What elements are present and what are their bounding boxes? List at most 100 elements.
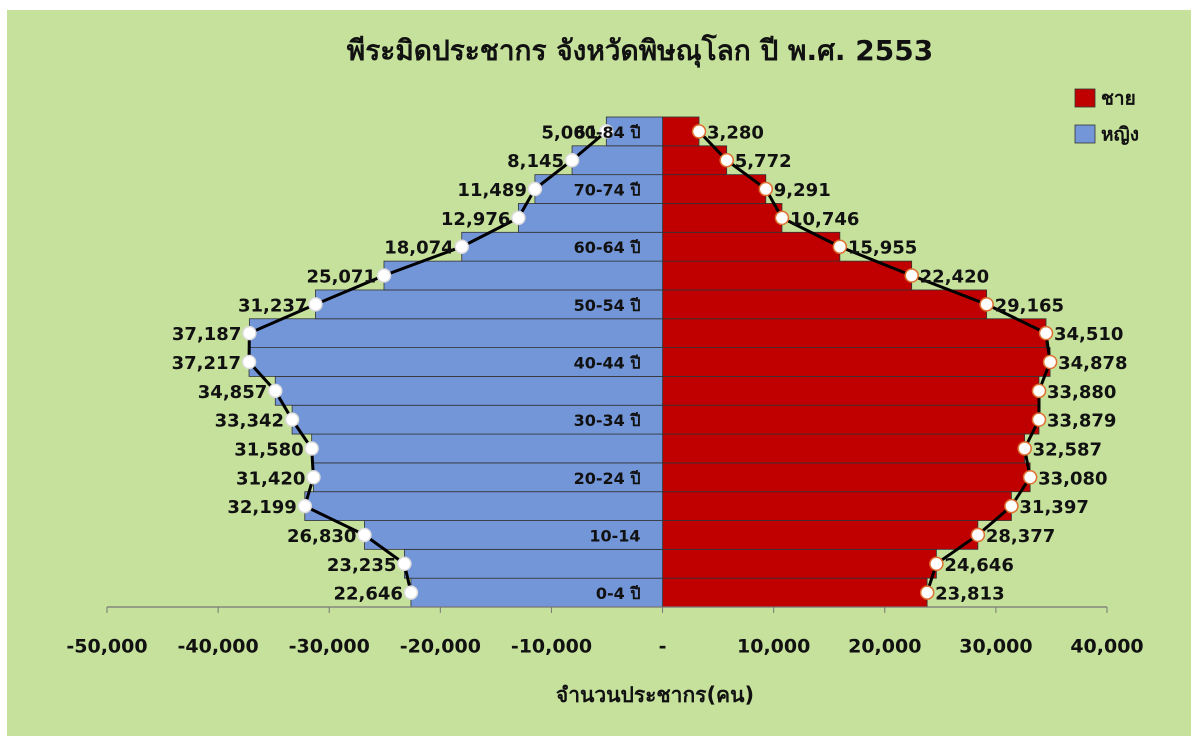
bar [304, 491, 663, 521]
marker [511, 210, 526, 226]
data-label: 26,830 [287, 526, 356, 547]
x-tick-label: -50,000 [66, 636, 147, 658]
legend-label: ชาย [1101, 88, 1136, 110]
data-label: 34,510 [1054, 324, 1123, 345]
marker [1038, 325, 1054, 341]
category-label: 20-24 ปี [574, 469, 641, 488]
bar [662, 289, 988, 320]
category-label: 60-64 ปี [574, 238, 641, 257]
bar [662, 404, 1040, 435]
data-label: 12,976 [441, 209, 510, 230]
bar [534, 174, 663, 204]
category-label: 30-34 ปี [574, 411, 641, 430]
bar [662, 520, 979, 550]
data-label: 15,955 [848, 238, 917, 259]
bar [662, 548, 937, 579]
marker [376, 268, 392, 283]
marker [306, 470, 321, 485]
data-label: 3,280 [707, 122, 764, 143]
data-label: 9,291 [774, 180, 831, 201]
bar [274, 376, 663, 406]
marker [564, 152, 580, 168]
data-label: 32,199 [227, 497, 296, 518]
legend-swatch [1074, 124, 1096, 144]
x-tick-label: 40,000 [1070, 636, 1143, 658]
marker [397, 556, 412, 572]
x-tick-label: 10,000 [737, 636, 810, 658]
category-label: 50-54 ปี [574, 296, 641, 315]
bar [571, 145, 663, 176]
data-label: 23,235 [327, 555, 396, 576]
bar [403, 548, 663, 579]
marker [832, 239, 848, 254]
marker [929, 556, 944, 572]
data-label: 11,489 [457, 180, 526, 201]
marker [241, 354, 257, 370]
bar [517, 203, 663, 233]
bar [662, 577, 928, 608]
marker [242, 325, 257, 341]
bar [662, 260, 913, 291]
marker [403, 585, 419, 600]
x-tick-label: -30,000 [289, 636, 370, 658]
marker [758, 181, 774, 197]
data-label: 25,071 [307, 267, 376, 288]
data-label: 18,074 [384, 238, 453, 259]
data-label: 31,580 [234, 439, 303, 460]
x-tick-label: -10,000 [511, 636, 592, 658]
data-label: 22,646 [333, 584, 402, 605]
marker [919, 585, 935, 600]
chart-title: พีระมิดประชากร จังหวัดพิษณุโลก ปี พ.ศ. 2… [347, 33, 933, 68]
marker [268, 383, 283, 399]
bar [662, 347, 1051, 377]
marker [1017, 441, 1032, 456]
category-label: 80-84 ปี [574, 123, 641, 142]
bar [662, 433, 1026, 464]
data-label: 33,342 [215, 411, 284, 432]
x-tick-label: -20,000 [400, 636, 481, 658]
data-label: 33,080 [1038, 468, 1107, 489]
x-tick-label: -40,000 [178, 636, 259, 658]
marker [970, 527, 986, 543]
data-label: 31,397 [1019, 497, 1088, 518]
marker [1042, 354, 1058, 370]
bar [662, 174, 767, 204]
category-label: 40-44 ปี [574, 354, 641, 373]
bar [662, 376, 1040, 406]
marker [904, 268, 919, 283]
marker [774, 210, 790, 226]
x-tick-label: 20,000 [848, 636, 921, 658]
data-label: 31,420 [236, 468, 305, 489]
bar [311, 433, 663, 464]
marker [719, 152, 734, 168]
bar [662, 203, 783, 233]
marker [1022, 470, 1038, 485]
legend-label: หญิง [1101, 124, 1139, 146]
data-label: 32,587 [1033, 439, 1102, 460]
bar [248, 318, 663, 348]
data-label: 22,420 [920, 267, 989, 288]
data-label: 23,813 [935, 584, 1004, 605]
legend-swatch [1074, 88, 1096, 108]
x-axis-label: จำนวนประชากร(คน) [556, 683, 754, 707]
data-label: 34,878 [1058, 353, 1127, 374]
bar [383, 260, 663, 291]
marker [1004, 498, 1019, 514]
bar [662, 231, 841, 262]
bar [291, 404, 663, 435]
data-label: 8,145 [507, 151, 564, 172]
data-label: 5,772 [735, 151, 792, 172]
marker [979, 297, 994, 312]
bar [364, 520, 663, 550]
x-tick-label: - [659, 636, 667, 658]
bar [662, 318, 1047, 348]
data-label: 28,377 [986, 526, 1055, 547]
marker [1031, 383, 1047, 399]
category-label: 0-4 ปี [596, 584, 641, 603]
category-label: 70-74 ปี [574, 181, 641, 200]
data-label: 33,879 [1047, 411, 1116, 432]
bar [662, 491, 1012, 521]
marker [1031, 412, 1047, 427]
data-label: 29,165 [995, 295, 1064, 316]
